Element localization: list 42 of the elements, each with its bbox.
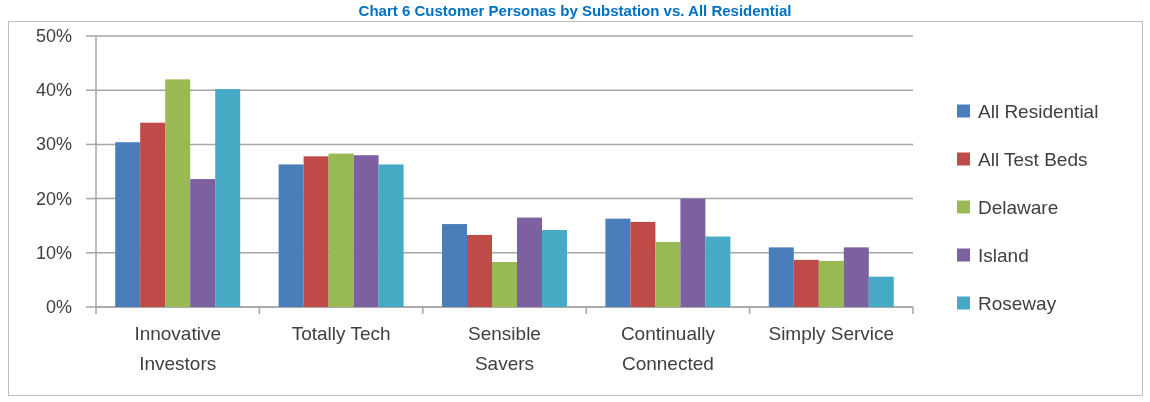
bar xyxy=(630,221,656,307)
bar xyxy=(843,247,869,307)
bar xyxy=(190,179,216,307)
bar xyxy=(115,142,141,307)
bar xyxy=(542,230,567,307)
bar xyxy=(793,259,819,307)
y-tick-label: 20% xyxy=(35,188,72,209)
legend-label: Island xyxy=(978,244,1029,266)
legend-label: Delaware xyxy=(978,196,1059,218)
legend-label: All Test Beds xyxy=(978,148,1088,170)
y-tick-label: 50% xyxy=(35,26,72,46)
bar xyxy=(378,164,404,307)
bar xyxy=(680,198,706,307)
x-tick-label: Sensible Savers xyxy=(468,323,541,374)
x-tick-label: Simply Service xyxy=(768,323,895,344)
legend-label: Roseway xyxy=(978,292,1057,314)
legend-label: All Residential xyxy=(978,100,1099,122)
bar xyxy=(328,153,354,307)
bar xyxy=(353,155,379,307)
y-tick-label: 10% xyxy=(35,242,72,263)
x-tick-label: Continually Connected xyxy=(620,323,716,374)
bar xyxy=(278,164,304,307)
bar xyxy=(492,262,517,307)
bar xyxy=(605,218,631,307)
x-tick-label: Innovative Investors xyxy=(134,323,222,374)
bar xyxy=(517,217,542,307)
y-tick-label: 40% xyxy=(35,80,72,101)
y-tick-label: 30% xyxy=(35,134,72,155)
bar xyxy=(655,241,681,307)
bar xyxy=(467,234,492,307)
bar xyxy=(215,89,241,307)
bar xyxy=(140,122,166,307)
bar xyxy=(868,276,894,307)
chart-title: Chart 6 Customer Personas by Substation vs. All Residential xyxy=(358,2,792,19)
bar xyxy=(442,224,467,307)
bar xyxy=(705,236,731,307)
y-tick-label: 0% xyxy=(45,297,72,317)
bar xyxy=(165,79,191,307)
bar xyxy=(818,260,844,307)
bar xyxy=(768,247,794,307)
x-tick-label: Totally Tech xyxy=(291,323,391,344)
bar xyxy=(303,156,329,307)
